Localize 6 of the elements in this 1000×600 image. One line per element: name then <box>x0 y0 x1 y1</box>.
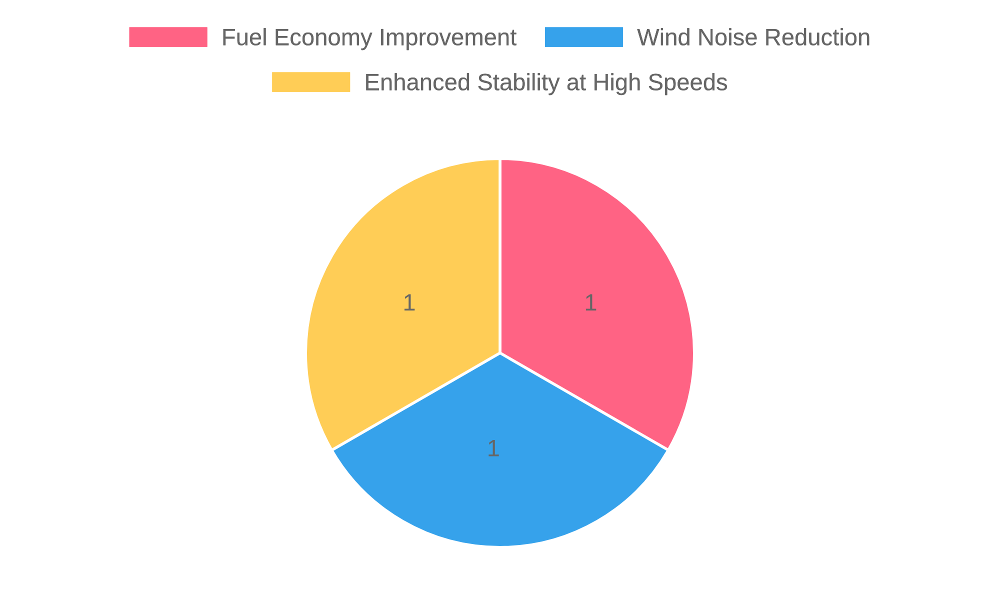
legend-label: Wind Noise Reduction <box>637 28 870 46</box>
data-label: 1 <box>586 294 596 310</box>
data-label: 1 <box>488 440 499 456</box>
data-label: 1 <box>404 294 415 310</box>
legend-label: Fuel Economy Improvement <box>223 28 516 50</box>
legend-label: Enhanced Stability at High Speeds <box>366 73 727 96</box>
